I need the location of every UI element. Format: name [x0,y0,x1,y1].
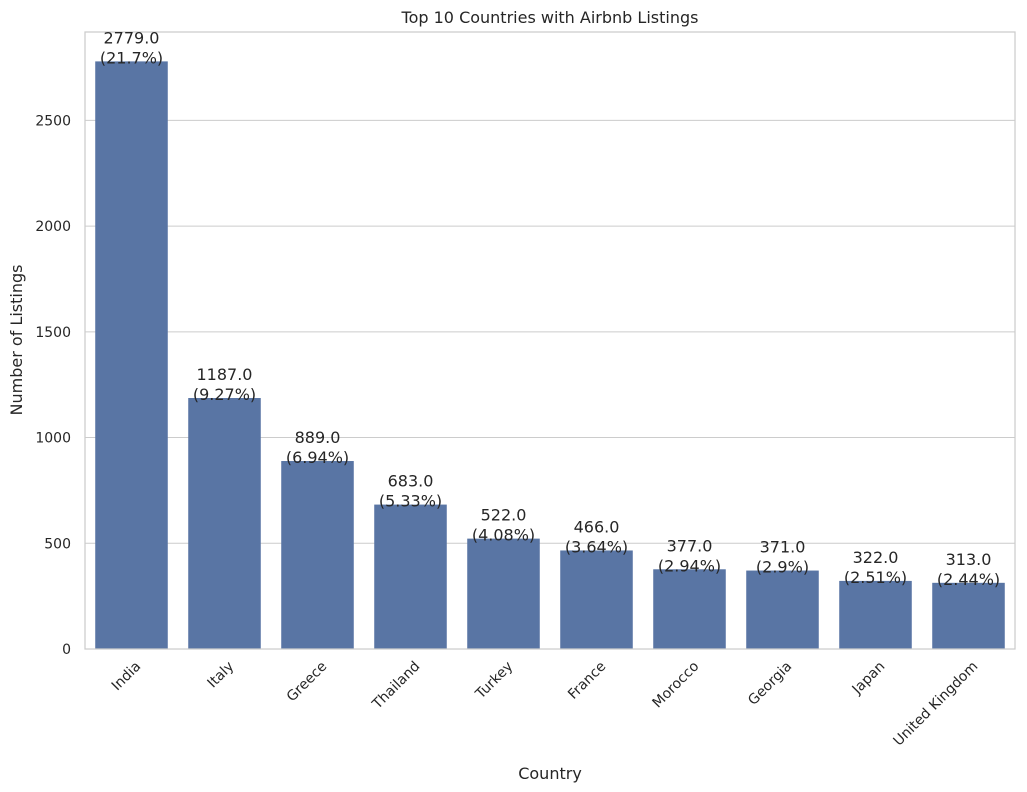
x-axis-label: Country [518,764,582,783]
bar [746,570,819,649]
value-label: 1187.0 [197,365,253,384]
bar [560,550,633,649]
x-tick-label: Japan [849,659,889,699]
percent-label: (3.64%) [565,537,628,556]
bar [467,538,540,649]
percent-label: (2.94%) [658,556,721,575]
x-tick-label: Italy [205,659,238,692]
value-label: 683.0 [388,472,434,491]
percent-label: (4.08%) [472,526,535,545]
value-label: 313.0 [946,550,992,569]
value-label: 377.0 [667,536,713,555]
percent-label: (2.44%) [937,570,1000,589]
value-label: 889.0 [295,428,341,447]
y-tick-label: 0 [62,642,71,658]
x-tick-label: Turkey [472,659,516,703]
percent-label: (2.51%) [844,568,907,587]
x-tick-label: Thailand [369,659,424,714]
value-label: 2779.0 [104,28,160,47]
x-tick-label: Georgia [745,659,795,709]
bar [932,582,1005,649]
plot-frame [84,31,1016,650]
data-labels: 2779.0(21.7%) 1187.0(9.27%) 889.0(6.94%) 68… [100,28,1000,588]
chart-title: Top 10 Countries with Airbnb Listings [401,8,699,27]
percent-label: (6.94%) [286,448,349,467]
value-label: 322.0 [853,548,899,567]
percent-label: (21.7%) [100,48,163,67]
x-tick-label: United Kingdom [891,659,982,750]
value-label: 466.0 [574,517,620,536]
x-tick-label: Greece [284,659,331,706]
y-axis-ticks: 0 500 1000 1500 2000 2500 [35,113,71,658]
x-tick-label: Morocco [650,659,703,712]
bar [95,61,168,650]
bar [281,461,354,649]
x-tick-label: France [565,659,609,703]
x-tick-label: India [109,659,145,695]
bar [839,580,912,649]
y-tick-label: 2000 [35,219,71,235]
percent-label: (2.9%) [756,558,809,577]
bar [188,398,261,649]
bar [374,504,447,649]
value-label: 371.0 [760,538,806,557]
bar [653,569,726,649]
y-tick-label: 2500 [35,113,71,129]
value-label: 522.0 [481,506,527,525]
percent-label: (9.27%) [193,385,256,404]
y-tick-label: 1500 [35,325,71,341]
y-axis-label: Number of Listings [7,265,26,416]
bars [95,61,1005,650]
percent-label: (5.33%) [379,492,442,511]
x-axis-ticks: India Italy Greece Thailand Turkey France Moro… [109,659,982,750]
y-tick-label: 500 [44,536,71,552]
y-tick-label: 1000 [35,431,71,447]
